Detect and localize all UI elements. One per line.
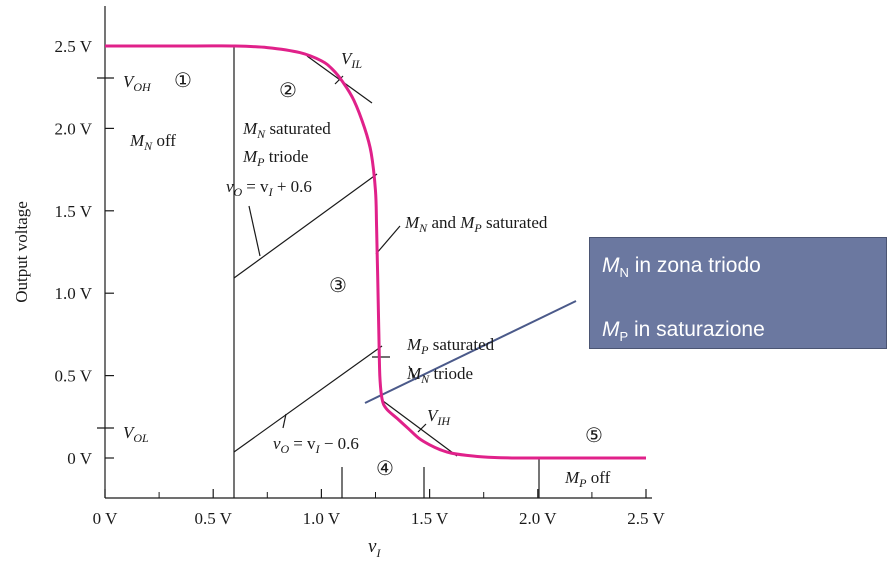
x-tick-label: 2.0 V — [519, 509, 557, 528]
pointer-sat-region — [375, 225, 401, 255]
region-5-marker: ⑤ — [585, 425, 603, 447]
vih-tangent-line — [382, 400, 458, 457]
callout-line-mn: MN in zona triodo — [602, 254, 761, 281]
y-tick-label: 1.5 V — [55, 202, 93, 221]
mn-triode-label: MN triode — [406, 364, 473, 386]
mp-saturated-label: MP saturated — [406, 335, 495, 357]
mn-saturated-label: MN saturated — [242, 119, 331, 141]
y-tick-label: 2.0 V — [55, 119, 93, 138]
mn-off-label: MN off — [129, 131, 176, 153]
region-3-marker: ③ — [329, 275, 347, 297]
x-tick-label: 0 V — [93, 509, 118, 528]
vo-vi-minus-line — [233, 345, 383, 453]
vo-vi-plus-line — [233, 173, 378, 279]
x-tick-label: 0.5 V — [194, 509, 232, 528]
vol-label: VOL — [123, 423, 149, 445]
both-saturated-label: MN and MP saturated — [404, 213, 548, 235]
region-2-marker: ② — [279, 80, 297, 102]
axis-ticks: 0 V 0.5 V 1.0 V 1.5 V 2.0 V 2.5 V 0 V 0.5 V 1.0 … — [55, 37, 666, 528]
region-4-marker: ④ — [376, 458, 394, 480]
pointer-bottom-region — [282, 413, 287, 429]
x-axis-title: vI — [368, 536, 381, 560]
vil-label: VIL — [341, 49, 362, 71]
callout-pointer-line — [364, 300, 577, 404]
x-tick-label: 1.5 V — [411, 509, 449, 528]
mp-off-label: MP off — [564, 468, 611, 490]
vil-small-tick — [334, 75, 344, 85]
y-tick-label: 0 V — [67, 449, 92, 468]
vo-vi-minus-label: vO = vI − 0.6 — [273, 434, 359, 456]
mp-triode-label: MP triode — [242, 147, 308, 169]
x-tick-label: 2.5 V — [627, 509, 665, 528]
y-axis-title: Output voltage — [12, 201, 31, 303]
voh-label: VOH — [123, 72, 152, 94]
mn-triode-tick — [408, 365, 417, 381]
pointer-top-region — [248, 205, 261, 257]
x-tick-label: 1.0 V — [303, 509, 341, 528]
vih-label: VIH — [427, 406, 451, 428]
y-tick-label: 2.5 V — [55, 37, 93, 56]
callout-box: MN in zona triodo MP in saturazione — [589, 237, 887, 349]
callout-line-mp: MP in saturazione — [602, 318, 765, 345]
vo-vi-plus-label: vO = vI + 0.6 — [226, 177, 312, 199]
vtc-curve — [105, 44, 646, 460]
vih-small-tick — [417, 423, 427, 433]
region-1-marker: ① — [174, 70, 192, 92]
y-tick-label: 1.0 V — [55, 284, 93, 303]
y-tick-label: 0.5 V — [55, 367, 93, 386]
